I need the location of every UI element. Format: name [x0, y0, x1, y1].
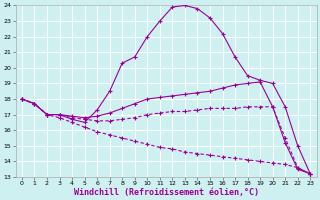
X-axis label: Windchill (Refroidissement éolien,°C): Windchill (Refroidissement éolien,°C) [74, 188, 259, 197]
